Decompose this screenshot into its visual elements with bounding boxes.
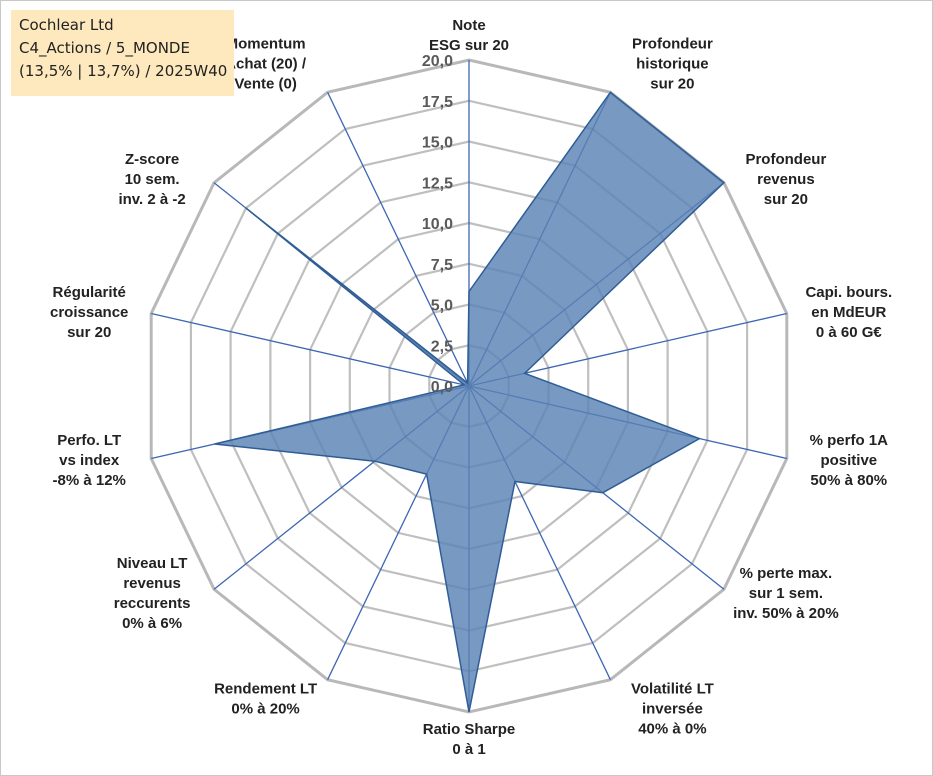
- axis-label-line: 10 sem.: [125, 171, 180, 188]
- tick-label: 15,0: [422, 135, 453, 152]
- axis-label-line: Z-score: [125, 151, 179, 168]
- axis-label-line: Vente (0): [234, 75, 297, 92]
- axis-labels: Note ESG sur 20 Profondeur historique sur 20…: [50, 17, 892, 758]
- axis-label: Rendement LT 0% à 20%: [214, 681, 317, 718]
- axis-label-line: Régularité: [53, 284, 126, 301]
- axis-label-line: Perfo. LT: [57, 432, 121, 449]
- axis-label-line: sur 20: [67, 324, 111, 341]
- axis-label-line: historique: [636, 55, 709, 72]
- info-box: Cochlear Ltd C4_Actions / 5_MONDE (13,5%…: [11, 10, 234, 96]
- axis-label-line: Achat (20) /: [225, 55, 307, 72]
- category-label: C4_Actions / 5_MONDE: [19, 39, 190, 57]
- axis-label: Perfo. LT vs index -8% à 12%: [53, 432, 126, 489]
- axis-label-line: positive: [820, 452, 877, 469]
- axis-label-line: sur 20: [650, 75, 694, 92]
- axis-label: Régularité croissance sur 20: [50, 284, 128, 341]
- axis-label-line: Note: [452, 17, 485, 34]
- tick-label: 17,5: [422, 94, 453, 111]
- axis-label-line: reccurents: [114, 595, 191, 612]
- axis-label-line: Volatilité LT: [631, 681, 714, 698]
- axis-spoke: [151, 312, 470, 387]
- axis-label-line: Momentum: [226, 35, 306, 52]
- axis-label-line: sur 20: [764, 191, 808, 208]
- tick-label: 10,0: [422, 216, 453, 233]
- axis-label-line: revenus: [123, 575, 181, 592]
- axis-label-line: inversée: [642, 701, 703, 718]
- axis-label: Volatilité LT inversée 40% à 0%: [631, 681, 714, 738]
- axis-label-line: Profondeur: [745, 151, 826, 168]
- tick-label: 0,0: [431, 379, 453, 396]
- tick-label: 5,0: [431, 298, 453, 315]
- series: [214, 91, 726, 713]
- axis-label-line: 50% à 80%: [810, 472, 887, 489]
- tick-label: 20,0: [422, 53, 453, 70]
- axis-label-line: Rendement LT: [214, 681, 317, 698]
- tick-label: 2,5: [431, 338, 453, 355]
- axis-label-line: inv. 2 à -2: [118, 191, 185, 208]
- axis-label-line: sur 1 sem.: [749, 585, 823, 602]
- axis-label-line: Ratio Sharpe: [423, 721, 516, 738]
- axis-label-line: Profondeur: [632, 35, 713, 52]
- axis-label-line: vs index: [59, 452, 120, 469]
- axis-label-line: Niveau LT: [117, 555, 188, 572]
- axis-label: Z-score 10 sem. inv. 2 à -2: [118, 151, 185, 208]
- axis-label: Note ESG sur 20: [429, 17, 509, 54]
- axis-label-line: ESG sur 20: [429, 37, 509, 54]
- axis-label-line: revenus: [757, 171, 815, 188]
- axis-label-line: % perte max.: [740, 565, 833, 582]
- axis-label-line: 0% à 6%: [122, 615, 182, 632]
- period-label: (13,5% | 13,7%) / 2025W40: [19, 62, 228, 80]
- axis-label: Ratio Sharpe 0 à 1: [423, 721, 516, 758]
- axis-label: Profondeur historique sur 20: [632, 35, 713, 92]
- axis-label: Niveau LT revenus reccurents 0% à 6%: [114, 555, 191, 632]
- tick-labels: 0,0 2,5 5,0 7,5 10,0 12,5 15,0 17,5 20,0: [422, 53, 453, 396]
- axis-label-line: 0 à 60 G€: [816, 324, 883, 341]
- axis-label-line: 0% à 20%: [231, 701, 299, 718]
- axis-label: Momentum Achat (20) / Vente (0): [225, 35, 307, 92]
- axis-label: Capi. bours. en MdEUR 0 à 60 G€: [805, 284, 892, 341]
- axis-label-line: -8% à 12%: [53, 472, 126, 489]
- tick-label: 7,5: [431, 257, 453, 274]
- axis-label: % perte max. sur 1 sem. inv. 50% à 20%: [733, 565, 839, 622]
- tick-label: 12,5: [422, 175, 453, 192]
- axis-label-line: 0 à 1: [452, 741, 485, 758]
- axis-label-line: 40% à 0%: [638, 721, 706, 738]
- axis-label-line: % perfo 1A: [810, 432, 889, 449]
- axis-label: % perfo 1A positive 50% à 80%: [810, 432, 889, 489]
- axis-label: Profondeur revenus sur 20: [745, 151, 826, 208]
- axis-label-line: en MdEUR: [811, 304, 886, 321]
- axis-label-line: croissance: [50, 304, 128, 321]
- axis-label-line: Capi. bours.: [805, 284, 892, 301]
- company-name: Cochlear Ltd: [19, 16, 114, 34]
- axis-spoke: [327, 92, 470, 387]
- axis-label-line: inv. 50% à 20%: [733, 605, 839, 622]
